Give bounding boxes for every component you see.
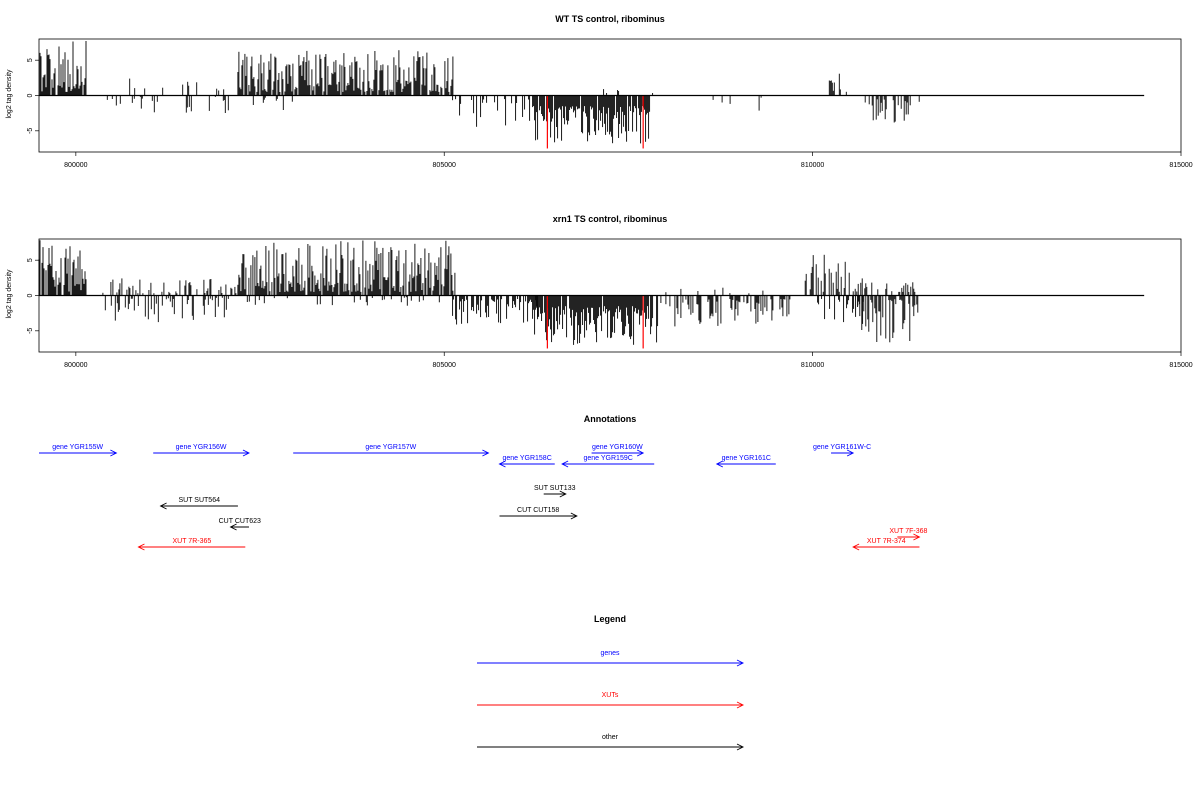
feature-arrowhead <box>736 659 745 667</box>
x-tick-label: 805000 <box>433 162 456 169</box>
annotation-label: gene YGR156W <box>176 444 227 451</box>
xrn1-y-axis-label: log2 tag density <box>6 269 13 319</box>
annotation-feature: XUT 7R-365 <box>137 538 246 551</box>
feature-arrowhead <box>482 449 490 457</box>
legend-label: genes <box>600 650 620 657</box>
annotation-feature: XUT 7F-368 <box>889 528 927 541</box>
feature-arrowhead <box>636 449 645 457</box>
feature-arrowhead <box>561 460 569 468</box>
annotation-feature: CUT CUT158 <box>499 507 578 520</box>
annotation-label: SUT SUT133 <box>534 485 576 492</box>
x-tick-label: 800000 <box>64 362 87 369</box>
legend-item-xuts: XUTs <box>477 692 745 709</box>
feature-arrowhead <box>715 460 724 468</box>
xrn1-panel-title: xrn1 TS control, ribominus <box>553 214 668 224</box>
feature-arrowhead <box>736 701 745 709</box>
annotations-title: Annotations <box>584 414 637 424</box>
x-tick-label: 810000 <box>801 362 824 369</box>
y-tick-label: 5 <box>27 258 34 262</box>
annotation-feature: gene YGR157W <box>293 444 490 457</box>
annotation-feature: gene YGR155W <box>39 444 118 457</box>
feature-arrowhead <box>229 523 237 531</box>
x-tick-label: 815000 <box>1169 162 1192 169</box>
annotation-feature: gene YGR156W <box>153 444 250 457</box>
xrn1-axes: 800000 805000 810000 815000 -5 0 5 <box>27 258 1193 369</box>
wt-axes: 800000 805000 810000 815000 -5 0 5 <box>27 58 1193 169</box>
feature-arrowhead <box>110 449 118 457</box>
legend-panel: Legend genes XUTs other <box>477 614 745 751</box>
annotations-panel: Annotations gene YGR155W gene YGR156W gene… <box>39 414 927 551</box>
legend-item-genes: genes <box>477 650 745 667</box>
annotation-label: gene YGR161C <box>722 455 771 462</box>
x-tick-label: 800000 <box>64 162 87 169</box>
feature-arrowhead <box>498 460 506 468</box>
feature-arrowhead <box>570 512 578 520</box>
annotation-label: XUT 7R-374 <box>867 538 906 545</box>
wt-bars <box>39 41 920 149</box>
annotation-label: CUT CUT623 <box>219 518 261 525</box>
annotation-label: gene YGR158C <box>502 455 551 462</box>
legend-label: other <box>602 734 619 741</box>
y-tick-label: 0 <box>27 93 34 97</box>
annotation-label: XUT 7F-368 <box>889 528 927 535</box>
feature-arrowhead <box>242 449 250 457</box>
xrn1-density-panel: xrn1 TS control, ribominus log2 tag dens… <box>6 214 1193 369</box>
feature-arrowhead <box>137 543 145 551</box>
annotation-feature: XUT 7R-374 <box>852 538 920 551</box>
legend-title: Legend <box>594 614 626 624</box>
y-tick-label: -5 <box>27 328 34 334</box>
wt-density-panel: WT TS control, ribominus log2 tag densit… <box>6 14 1193 169</box>
annotation-feature: CUT CUT623 <box>219 518 261 531</box>
feature-arrowhead <box>159 502 167 510</box>
feature-arrowhead <box>913 533 921 541</box>
annotation-label: XUT 7R-365 <box>172 538 211 545</box>
annotation-feature: gene YGR159C <box>561 455 655 468</box>
annotation-label: gene YGR159C <box>584 455 633 462</box>
y-tick-label: -5 <box>27 128 34 134</box>
x-tick-label: 805000 <box>433 362 456 369</box>
y-tick-label: 0 <box>27 293 34 297</box>
annotation-label: gene YGR160W <box>592 444 643 451</box>
annotation-feature: gene YGR160W <box>591 444 645 457</box>
feature-arrowhead <box>846 449 855 457</box>
annotation-label: gene YGR157W <box>365 444 416 451</box>
x-tick-label: 810000 <box>801 162 824 169</box>
feature-arrowhead <box>736 743 745 751</box>
annotation-label: CUT CUT158 <box>517 507 559 514</box>
annotation-label: SUT SUT564 <box>178 497 220 504</box>
feature-arrowhead <box>559 490 567 498</box>
annotation-feature: gene YGR161W-C <box>813 444 871 457</box>
annotation-feature: gene YGR158C <box>498 455 555 468</box>
wt-y-axis-label: log2 tag density <box>6 69 13 119</box>
annotation-label: gene YGR155W <box>52 444 103 451</box>
legend-items: genes XUTs other <box>477 650 745 751</box>
xrn1-bars <box>38 240 919 349</box>
legend-item-other: other <box>477 734 745 751</box>
x-tick-label: 815000 <box>1169 362 1192 369</box>
annotation-label: gene YGR161W-C <box>813 444 871 451</box>
annotation-features: gene YGR155W gene YGR156W gene YGR157W gene… <box>39 444 927 551</box>
feature-arrowhead <box>852 543 860 551</box>
legend-label: XUTs <box>602 692 619 699</box>
annotation-feature: SUT SUT133 <box>534 485 576 498</box>
y-tick-label: 5 <box>27 58 34 62</box>
annotation-feature: gene YGR161C <box>715 455 776 468</box>
annotation-feature: SUT SUT564 <box>159 497 238 510</box>
wt-panel-title: WT TS control, ribominus <box>555 14 665 24</box>
